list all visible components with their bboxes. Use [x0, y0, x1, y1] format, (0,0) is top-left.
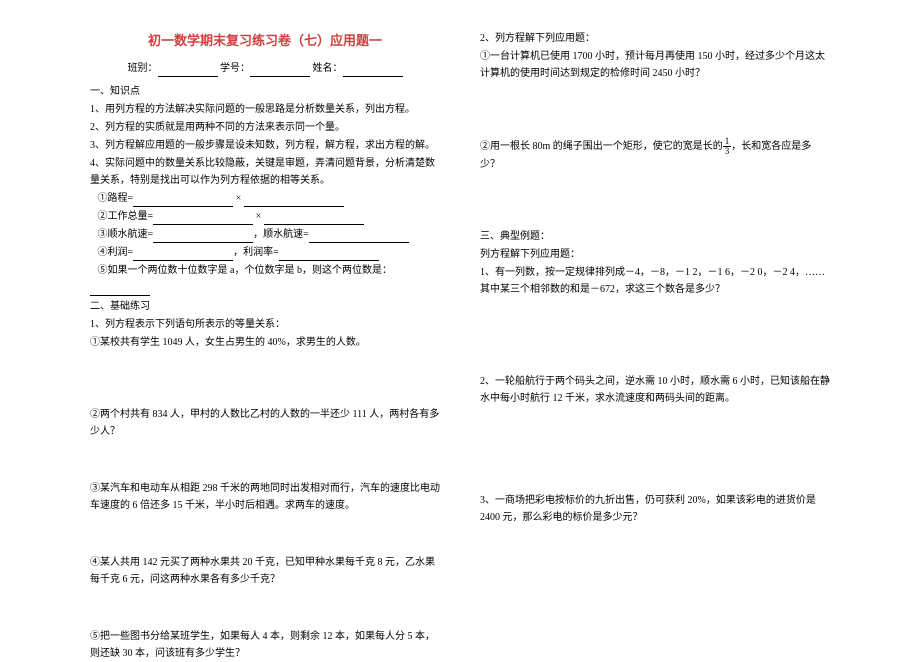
number-blank: [250, 66, 310, 77]
blank: [244, 196, 344, 207]
right-lead: 2、列方程解下列应用题：: [480, 30, 830, 47]
blank: [279, 250, 379, 261]
formula-5-text: ⑤如果一个两位数十位数字是 a，个位数字是 b，则这个两位数是：: [98, 265, 392, 276]
fraction-icon: 13: [723, 137, 732, 156]
q5: ⑤把一些图书分给某班学生，如果每人 4 本，则剩余 12 本，如果每人分 5 本…: [90, 628, 440, 662]
class-blank: [158, 66, 218, 77]
knowledge-1: 1、用列方程的方法解决实际问题的一般思路是分析数量关系，列出方程。: [90, 101, 440, 118]
blank: [90, 285, 150, 296]
section-3-lead: 列方程解下列应用题：: [480, 246, 830, 263]
q2: ②两个村共有 834 人，甲村的人数比乙村的人数的一半还少 111 人，两村各有…: [90, 406, 440, 440]
blank: [153, 214, 253, 225]
q1: ①某校共有学生 1049 人，女生占男生的 40%，求男生的人数。: [90, 334, 440, 351]
knowledge-4: 4、实际问题中的数量关系比较隐蔽，关键是审题，弄清问题背景，分析清楚数量关系，特…: [90, 155, 440, 189]
formula-3-a: ③顺水航速=: [98, 229, 154, 240]
name-blank: [343, 66, 403, 77]
blank: [309, 232, 409, 243]
blank: [133, 196, 233, 207]
formula-4-b: ，利润率=: [233, 247, 279, 258]
name-label: 姓名：: [313, 63, 343, 74]
formula-1-b: ×: [233, 193, 244, 204]
formula-1: ①路程= ×: [90, 190, 440, 207]
knowledge-2: 2、列方程的实质就是用两种不同的方法来表示同一个量。: [90, 119, 440, 136]
blank: [133, 250, 233, 261]
section-1-heading: 一、知识点: [90, 83, 440, 100]
r5: 3、一商场把彩电按标价的九折出售，仍可获利 20%，如果该彩电的进货价是 240…: [480, 492, 830, 526]
page-title: 初一数学期末复习练习卷（七）应用题一: [90, 30, 440, 52]
knowledge-3: 3、列方程解应用题的一般步骤是设未知数，列方程，解方程，求出方程的解。: [90, 137, 440, 154]
r2-a: ②用一根长 80m 的绳子围出一个矩形，使它的宽是长的: [480, 141, 723, 152]
blank: [264, 214, 364, 225]
section-2: 二、基础练习 1、列方程表示下列语句所表示的等量关系： ①某校共有学生 1049…: [90, 298, 440, 662]
section-2-lead: 1、列方程表示下列语句所表示的等量关系：: [90, 316, 440, 333]
number-label: 学号：: [220, 63, 250, 74]
formula-4: ④利润= ，利润率=: [90, 244, 440, 261]
formula-1-a: ①路程=: [98, 193, 134, 204]
left-column: 初一数学期末复习练习卷（七）应用题一 班别： 学号： 姓名： 一、知识点 1、用…: [90, 30, 440, 630]
student-meta: 班别： 学号： 姓名：: [90, 60, 440, 77]
section-3-heading: 三、典型例题：: [480, 228, 830, 245]
formula-3: ③顺水航速= ，顺水航速=: [90, 226, 440, 243]
q4: ④某人共用 142 元买了两种水果共 20 千克，已知甲种水果每千克 8 元，乙…: [90, 554, 440, 588]
r3: 1、有一列数，按一定规律排列成－4，－8，－1 2，－1 6，－2 0，－2 4…: [480, 264, 830, 298]
blank: [153, 232, 253, 243]
section-2-heading: 二、基础练习: [90, 298, 440, 315]
formula-4-a: ④利润=: [98, 247, 134, 258]
r2: ②用一根长 80m 的绳子围出一个矩形，使它的宽是长的13，长和宽各应是多少？: [480, 137, 830, 173]
formula-2-b: ×: [253, 211, 264, 222]
section-1: 一、知识点 1、用列方程的方法解决实际问题的一般思路是分析数量关系，列出方程。 …: [90, 83, 440, 296]
right-column: 2、列方程解下列应用题： ①一台计算机已使用 1700 小时，预计每月再使用 1…: [480, 30, 830, 630]
formula-3-b: ，顺水航速=: [253, 229, 309, 240]
class-label: 班别：: [128, 63, 158, 74]
r4: 2、一轮船航行于两个码头之间，逆水需 10 小时，顺水需 6 小时，已知该船在静…: [480, 373, 830, 407]
formula-2-a: ②工作总量=: [98, 211, 154, 222]
formula-5: ⑤如果一个两位数十位数字是 a，个位数字是 b，则这个两位数是：: [90, 262, 440, 296]
r1: ①一台计算机已使用 1700 小时，预计每月再使用 150 小时，经过多少个月这…: [480, 48, 830, 82]
q3: ③某汽车和电动车从相距 298 千米的两地同时出发相对而行，汽车的速度比电动车速…: [90, 480, 440, 514]
formula-2: ②工作总量= ×: [90, 208, 440, 225]
